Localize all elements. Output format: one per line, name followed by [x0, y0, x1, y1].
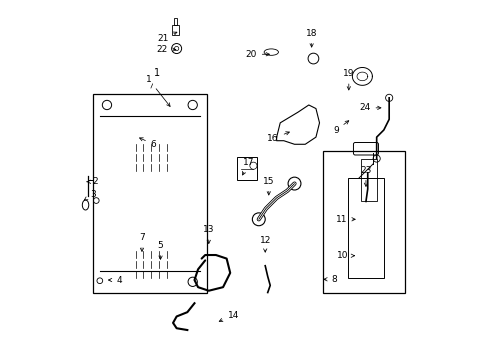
Text: 13: 13	[203, 225, 214, 243]
Text: 20: 20	[245, 50, 269, 59]
Text: 4: 4	[108, 275, 122, 284]
Text: 12: 12	[259, 235, 270, 252]
Bar	[93, 94, 206, 293]
Text: 15: 15	[263, 177, 274, 195]
Text: 1: 1	[145, 75, 170, 107]
Text: 11: 11	[335, 215, 354, 224]
Text: 19: 19	[343, 69, 354, 90]
Polygon shape	[276, 105, 319, 144]
Text: 22: 22	[156, 45, 176, 54]
Bar	[173, 18, 177, 24]
Text: 18: 18	[305, 29, 317, 47]
Text: 10: 10	[336, 251, 354, 260]
Text: 5: 5	[157, 241, 163, 259]
Text: 14: 14	[219, 311, 239, 321]
Text: 21: 21	[157, 32, 177, 43]
Text: 23: 23	[360, 166, 371, 186]
Text: 9: 9	[332, 121, 348, 135]
Text: 17: 17	[242, 158, 254, 175]
Text: 16: 16	[267, 132, 289, 143]
Bar	[347, 178, 383, 278]
Bar	[237, 157, 257, 180]
Text: 24: 24	[359, 103, 380, 112]
Text: 8: 8	[323, 275, 337, 284]
Text: 6: 6	[139, 138, 156, 149]
Text: 3: 3	[84, 190, 96, 200]
Text: 7: 7	[139, 233, 144, 251]
Bar	[172, 24, 179, 35]
Text: 1: 1	[151, 68, 160, 88]
Text: 2: 2	[87, 177, 98, 186]
Bar	[360, 158, 376, 202]
Bar	[323, 152, 405, 293]
